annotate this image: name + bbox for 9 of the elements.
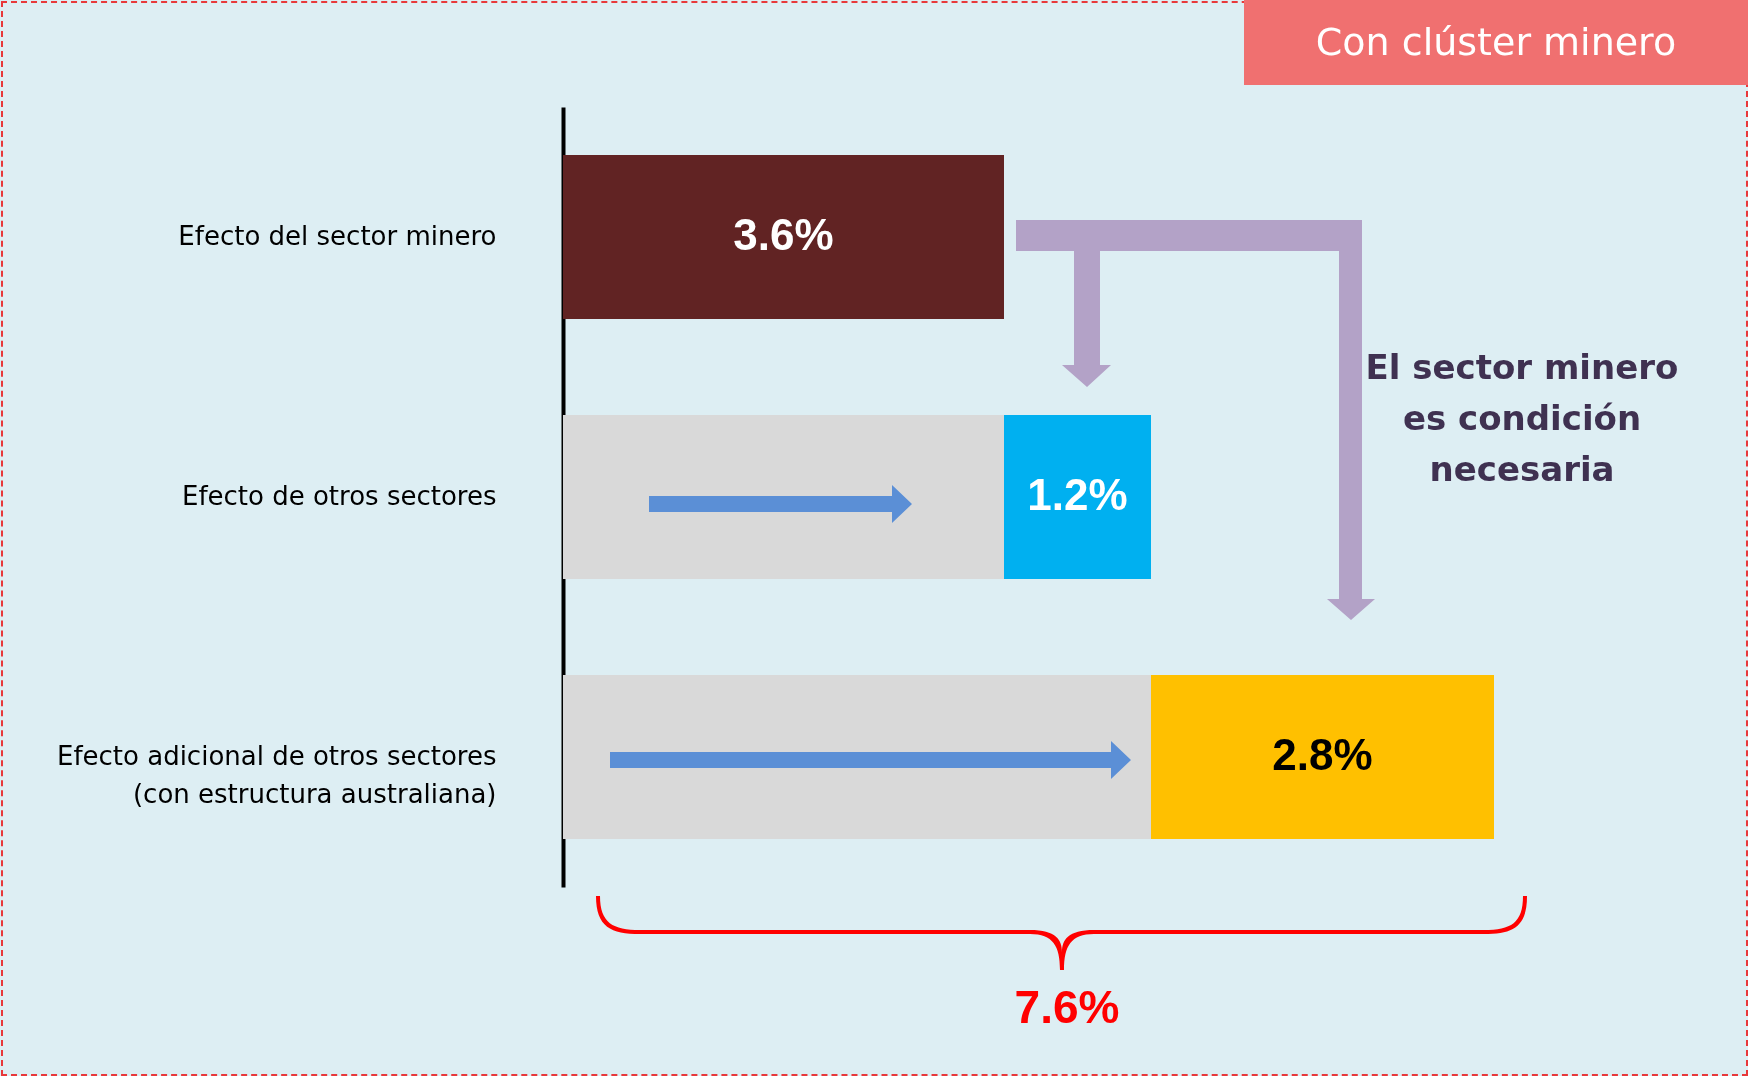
y-tick-label: Efecto de otros sectores — [181, 481, 497, 511]
data-label: 1.2% — [1027, 470, 1128, 519]
text: 7.6% — [1013, 980, 1121, 1034]
data-label: 2.8% — [1272, 730, 1373, 779]
y-tick-label: Efecto adicional de otros sectores (con estructura australiana) — [56, 741, 497, 809]
annotation: El sector minero es condición necesaria — [1364, 346, 1680, 491]
y-tick-label: Efecto del sector minero — [178, 221, 497, 251]
data-label: 3.6% — [733, 210, 834, 259]
text: Con clúster minero — [1244, 0, 1748, 85]
